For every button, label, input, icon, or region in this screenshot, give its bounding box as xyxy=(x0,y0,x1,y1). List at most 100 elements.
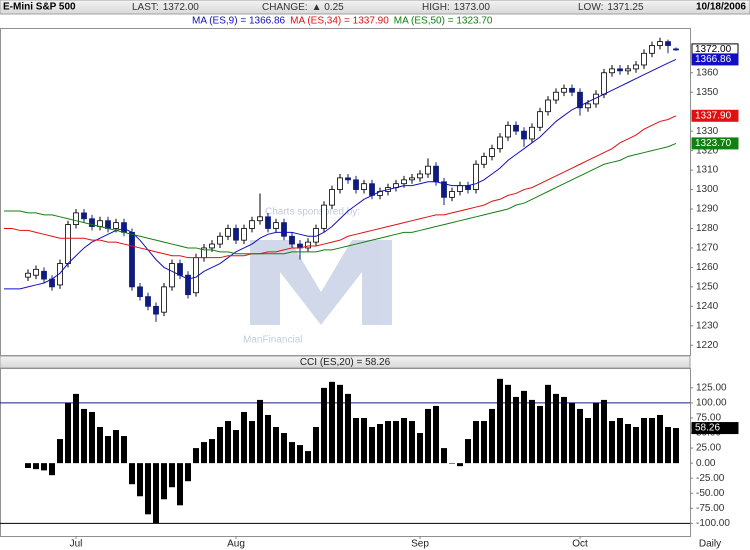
bar xyxy=(505,384,511,464)
bar xyxy=(281,433,287,464)
bar xyxy=(489,408,495,464)
candle-body xyxy=(369,183,375,196)
bar xyxy=(225,420,231,464)
x-axis-label: Daily xyxy=(699,539,721,550)
bar xyxy=(481,420,487,464)
bar xyxy=(49,463,55,476)
candle-body xyxy=(177,263,183,276)
bar xyxy=(177,463,183,506)
bar xyxy=(641,417,647,464)
bar xyxy=(249,420,255,464)
panel-title: CCI (ES,20) = 58.26 xyxy=(300,357,391,368)
y-tick-label: 1360 xyxy=(696,67,719,78)
bar xyxy=(537,405,543,464)
candle-body xyxy=(73,212,79,225)
y-tick-label: 1280 xyxy=(696,223,719,234)
candle-body xyxy=(137,286,143,298)
y-tick-label: 1260 xyxy=(696,262,719,273)
candle-body xyxy=(601,72,607,95)
bar xyxy=(657,414,663,464)
header-date: 10/18/2006 xyxy=(696,2,746,13)
bar xyxy=(217,427,223,464)
field-value: 1371.25 xyxy=(607,2,644,13)
watermark-logo xyxy=(250,240,392,325)
candle-body xyxy=(121,222,127,233)
x-tick-label: Sep xyxy=(411,539,429,550)
bar xyxy=(609,420,615,464)
bar xyxy=(553,393,559,464)
y-tick-label: -75.00 xyxy=(696,503,725,514)
candle-body xyxy=(289,235,295,245)
candle-body xyxy=(89,218,95,227)
value-tag: 1323.70 xyxy=(695,138,732,149)
bar xyxy=(513,396,519,464)
value-tag-box xyxy=(691,109,739,122)
bar xyxy=(585,417,591,464)
bar xyxy=(305,451,311,464)
candle-body xyxy=(169,263,175,288)
bar xyxy=(257,399,263,464)
bar xyxy=(401,417,407,464)
ma-line xyxy=(4,142,677,255)
bar xyxy=(241,411,247,464)
candle-body xyxy=(185,274,191,296)
candle-body xyxy=(209,243,215,249)
bar xyxy=(433,405,439,464)
bar xyxy=(353,417,359,464)
y-tick-label: -50.00 xyxy=(696,488,725,499)
y-tick-label: 1300 xyxy=(696,184,719,195)
watermark: Charts sponsored by: ManFinancial xyxy=(243,207,392,346)
candle-body xyxy=(641,52,647,66)
field-value: 1373.00 xyxy=(454,2,491,13)
candle-body xyxy=(361,183,367,190)
bar xyxy=(113,430,119,464)
bar xyxy=(81,408,87,464)
candle-body xyxy=(281,222,287,237)
candle-body xyxy=(57,263,63,286)
candle-body xyxy=(481,156,487,165)
bar xyxy=(25,463,31,468)
header-field: LAST: 1372.00 xyxy=(132,2,199,13)
y-tick-label: -25.00 xyxy=(696,473,725,484)
bar xyxy=(97,427,103,464)
bar xyxy=(409,420,415,464)
candle-body xyxy=(441,181,447,198)
candle-body xyxy=(473,163,479,190)
candle-body xyxy=(465,185,471,190)
bar xyxy=(633,427,639,464)
bar xyxy=(473,420,479,464)
candle-body xyxy=(457,185,463,192)
bar xyxy=(161,463,167,500)
bar xyxy=(345,393,351,464)
bar xyxy=(57,439,63,464)
bar xyxy=(265,414,271,464)
bar xyxy=(369,427,375,464)
bar xyxy=(105,436,111,464)
y-tick-label: 1220 xyxy=(696,340,719,351)
candle-body xyxy=(353,179,359,190)
candle-body xyxy=(617,68,623,72)
y-tick-label: 1250 xyxy=(696,282,719,293)
y-tick-label: 25.00 xyxy=(696,443,721,454)
bar xyxy=(457,463,463,467)
candle-body xyxy=(561,87,567,93)
value-tag-box xyxy=(691,422,739,435)
candle-body xyxy=(425,165,431,175)
candle-body xyxy=(153,305,159,315)
candle-body xyxy=(321,204,327,229)
bar xyxy=(89,411,95,464)
bar xyxy=(649,417,655,464)
bar xyxy=(289,442,295,464)
x-tick-label: Oct xyxy=(572,539,588,550)
y-tick-label: 75.00 xyxy=(696,413,721,424)
bar xyxy=(665,427,671,464)
bar xyxy=(297,445,303,464)
y-tick-label: -100.00 xyxy=(696,518,730,529)
bar xyxy=(561,396,567,464)
candle-body xyxy=(65,224,71,264)
bar xyxy=(153,463,159,524)
candle-body xyxy=(113,222,119,229)
ma-line xyxy=(4,115,677,259)
bar xyxy=(121,436,127,464)
bar xyxy=(185,463,191,482)
